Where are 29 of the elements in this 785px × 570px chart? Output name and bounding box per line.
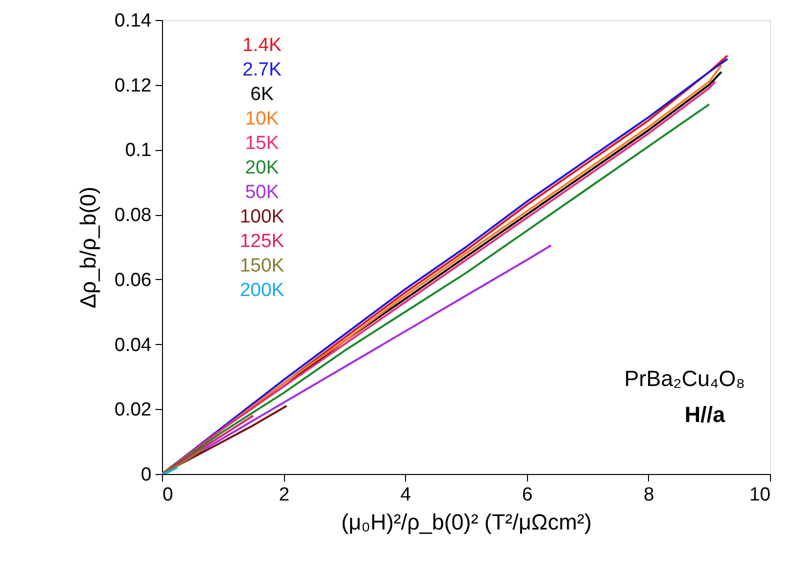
text: 20K bbox=[245, 158, 280, 178]
y-tick-label: 0.06 bbox=[114, 270, 152, 291]
text: 150K bbox=[240, 256, 285, 276]
text: 100K bbox=[240, 206, 285, 228]
text: 1.4K bbox=[242, 35, 282, 56]
y-tick-label: 0.02 bbox=[114, 400, 152, 421]
y-tick-label: 0.08 bbox=[114, 205, 152, 226]
annotation: PrBa₂Cu₄O₈ bbox=[624, 366, 745, 391]
annotation: H//a bbox=[684, 402, 726, 427]
x-tick-label: 4 bbox=[400, 484, 412, 506]
y-tick-label: 0.12 bbox=[114, 75, 152, 96]
x-tick-label: 2 bbox=[278, 484, 290, 506]
x-tick-label: 10 bbox=[749, 484, 770, 506]
text: 50K bbox=[245, 182, 280, 203]
y-tick-label: 0.14 bbox=[114, 10, 152, 32]
text: 125K bbox=[240, 231, 285, 252]
x-tick-label: 0 bbox=[162, 484, 174, 506]
x-axis-title: (μ₀H)²/ρ_b(0)² (T²/μΩcm²) bbox=[341, 510, 592, 534]
text: 15K bbox=[245, 133, 280, 154]
y-tick-label: 0 bbox=[140, 464, 152, 486]
text: 200K bbox=[240, 280, 285, 301]
x-tick-label: 8 bbox=[644, 484, 654, 506]
text: 10K bbox=[245, 108, 280, 130]
y-axis-title: Δρ_b/ρ_b(0) bbox=[76, 186, 101, 308]
text: 6K bbox=[250, 84, 274, 105]
y-tick-label: 0.04 bbox=[114, 334, 152, 356]
y-tick-label: 0.1 bbox=[125, 140, 152, 162]
text: 2.7K bbox=[242, 60, 282, 80]
x-tick-label: 6 bbox=[522, 484, 533, 506]
